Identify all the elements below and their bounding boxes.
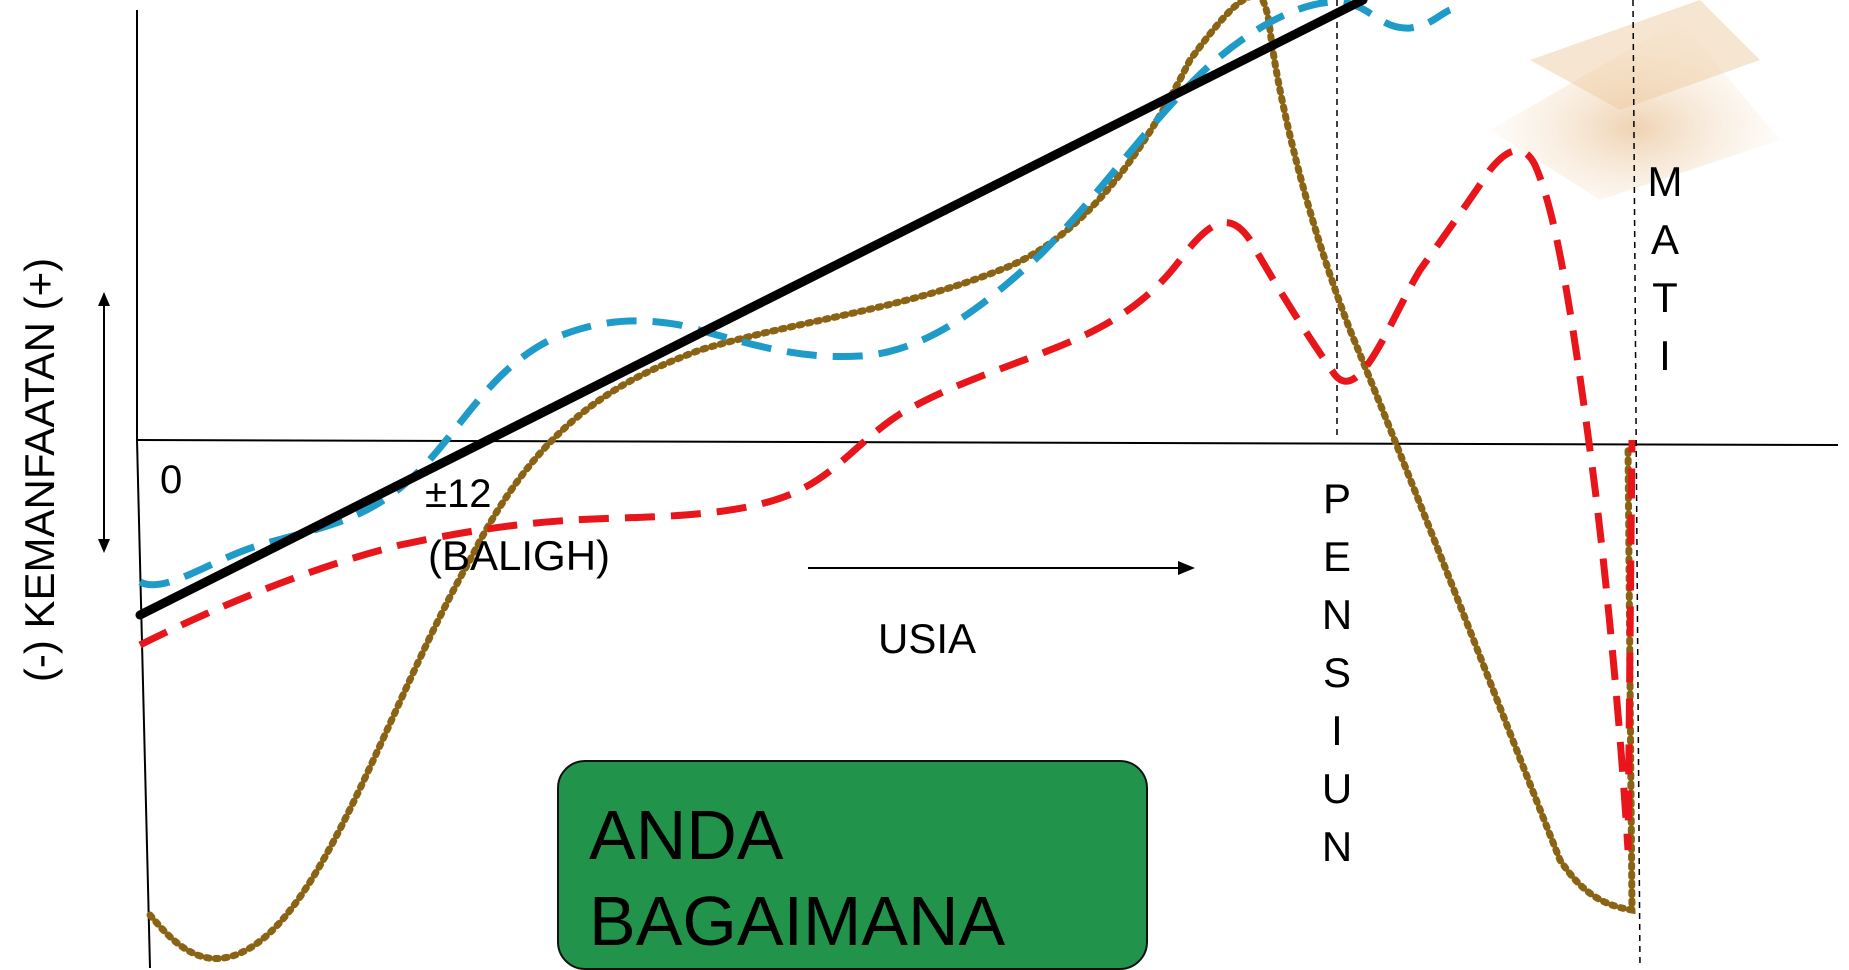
callout-text: ANDA BAGAIMANA: [589, 796, 1006, 960]
watermark-logo: [1490, 0, 1780, 200]
pensiun-label: P E N S I U N: [1321, 475, 1353, 870]
baligh-age-label: ±12: [425, 472, 492, 516]
blue-dashed-curve: [138, 0, 1452, 589]
origin-label: 0: [160, 458, 183, 502]
mati-label: M A T I: [1647, 158, 1683, 379]
red-dashed-curve: [138, 147, 1636, 851]
y-axis-label: (-) KEMANFAATAN (+): [16, 257, 63, 683]
y-double-arrow: [98, 292, 110, 553]
callout-box: ANDA BAGAIMANA: [557, 760, 1148, 970]
baligh-note-label: (BALIGH): [428, 532, 611, 579]
x-axis-line: [136, 439, 1839, 446]
brown-dotted-curve: [146, 0, 1636, 962]
mati-marker-line: [1632, 0, 1641, 968]
y-axis-lower-line: [136, 439, 151, 968]
x-axis-label: USIA: [878, 615, 977, 662]
usia-arrow: [808, 561, 1195, 575]
solid-black-line: [135, 0, 1368, 620]
